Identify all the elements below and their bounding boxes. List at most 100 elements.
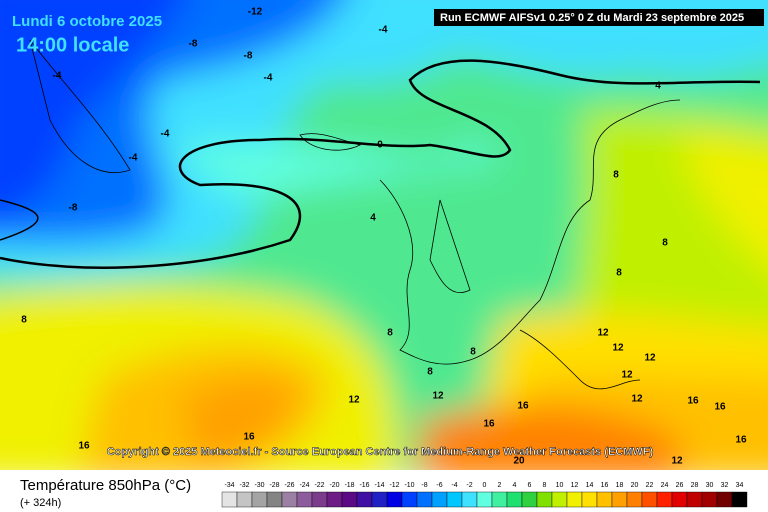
scale-swatch bbox=[656, 491, 673, 508]
contour-label: 8 bbox=[470, 347, 476, 358]
scale-swatch bbox=[296, 491, 313, 508]
contour-label: 4 bbox=[655, 81, 661, 92]
temperature-field bbox=[0, 0, 768, 480]
scale-label: 30 bbox=[706, 482, 714, 489]
scale-label: 32 bbox=[721, 482, 729, 489]
scale-label: 34 bbox=[736, 482, 744, 489]
time: 14:00 locale bbox=[16, 34, 129, 56]
contour-label: -12 bbox=[248, 7, 263, 18]
scale-label: 14 bbox=[586, 482, 594, 489]
contour-label: 12 bbox=[432, 391, 444, 402]
contour-label: 16 bbox=[483, 419, 495, 430]
footer-lead: (+ 324h) bbox=[20, 497, 61, 509]
date: Lundi 6 octobre 2025 bbox=[12, 13, 162, 30]
contour-label: -8 bbox=[189, 39, 198, 50]
contour-label: 12 bbox=[597, 328, 609, 339]
scale-swatch bbox=[431, 491, 448, 508]
scale-label: -2 bbox=[466, 482, 472, 489]
contour-label: 16 bbox=[687, 396, 699, 407]
scale-swatch bbox=[326, 491, 343, 508]
scale-label: -8 bbox=[421, 482, 427, 489]
scale-label: -14 bbox=[374, 482, 384, 489]
run-box bbox=[434, 9, 764, 26]
scale-label: 24 bbox=[661, 482, 669, 489]
contours bbox=[0, 59, 761, 269]
scale-label: -4 bbox=[451, 482, 457, 489]
scale-label: -24 bbox=[299, 482, 309, 489]
scale-label: -16 bbox=[359, 482, 369, 489]
scale-label: 6 bbox=[528, 482, 532, 489]
contour-label: 12 bbox=[644, 353, 656, 364]
scale-label: -32 bbox=[239, 482, 249, 489]
scale-swatch bbox=[311, 491, 328, 508]
scale-swatch bbox=[281, 491, 298, 508]
contour-label: 8 bbox=[662, 238, 668, 249]
scale-swatch bbox=[401, 491, 418, 508]
scale-label: -26 bbox=[284, 482, 294, 489]
scale-label: -12 bbox=[389, 482, 399, 489]
scale-swatch bbox=[341, 491, 358, 508]
scale-swatch bbox=[551, 491, 568, 508]
contour-label: -4 bbox=[53, 71, 62, 82]
scale-label: -34 bbox=[224, 482, 234, 489]
contour-label: 12 bbox=[621, 370, 633, 381]
run-info: Run ECMWF AIFSv1 0.25° 0 Z du Mardi 23 s… bbox=[440, 12, 744, 24]
scale-label: 2 bbox=[498, 482, 502, 489]
scale-label: -20 bbox=[329, 482, 339, 489]
contour-label: 0 bbox=[377, 140, 383, 151]
scale-swatch bbox=[221, 491, 238, 508]
scale-swatch bbox=[251, 491, 268, 508]
scale-swatch bbox=[506, 491, 523, 508]
scale-label: 22 bbox=[646, 482, 654, 489]
contour-label: 12 bbox=[612, 343, 624, 354]
contour-label: -8 bbox=[69, 203, 78, 214]
contour-label: 16 bbox=[78, 441, 90, 452]
scale-swatch bbox=[491, 491, 508, 508]
scale-swatch bbox=[416, 491, 433, 508]
copyright: Copyright © 2025 Meteociel.fr - Source E… bbox=[107, 446, 654, 458]
contour-label: 4 bbox=[370, 213, 376, 224]
contour-label: -4 bbox=[129, 153, 138, 164]
scale-swatch bbox=[461, 491, 478, 508]
scale-label: 26 bbox=[676, 482, 684, 489]
scale-swatch bbox=[641, 491, 658, 508]
contour-label: 16 bbox=[714, 402, 726, 413]
scale-label: -10 bbox=[404, 482, 414, 489]
contour-label: 12 bbox=[631, 394, 643, 405]
scale-label: 20 bbox=[631, 482, 639, 489]
scale-swatch bbox=[446, 491, 463, 508]
contour-label: 8 bbox=[21, 315, 27, 326]
scale-swatch bbox=[236, 491, 253, 508]
contour-label: 20 bbox=[513, 456, 525, 467]
contour-label: -4 bbox=[379, 25, 388, 36]
scale-swatch bbox=[536, 491, 553, 508]
contour-label: 16 bbox=[735, 435, 747, 446]
scale-label: -22 bbox=[314, 482, 324, 489]
scale-swatch bbox=[521, 491, 538, 508]
contour-label: -8 bbox=[244, 51, 253, 62]
coastlines bbox=[29, 39, 681, 390]
contour-label: 8 bbox=[613, 170, 619, 181]
contour-label: 8 bbox=[387, 328, 393, 339]
scale-swatch bbox=[386, 491, 403, 508]
scale-swatch bbox=[731, 491, 748, 508]
scale-swatch bbox=[581, 491, 598, 508]
scale-label: 4 bbox=[513, 482, 517, 489]
scale-label: 16 bbox=[601, 482, 609, 489]
scale-label: 28 bbox=[691, 482, 699, 489]
scale-label: 8 bbox=[543, 482, 547, 489]
contour-label: 8 bbox=[616, 268, 622, 279]
scale-swatch bbox=[716, 491, 733, 508]
scale-swatch bbox=[611, 491, 628, 508]
scale-label: -30 bbox=[254, 482, 264, 489]
color-scale: -34 -32 -30 -28 -26 -24 -22 -20 -18 -16 -14 -12 -10-… bbox=[221, 482, 748, 508]
contour-label: -4 bbox=[264, 73, 273, 84]
scale-swatch bbox=[566, 491, 583, 508]
scale-swatch bbox=[371, 491, 388, 508]
scale-label: -28 bbox=[269, 482, 279, 489]
contour-label: 16 bbox=[243, 432, 255, 443]
scale-swatch bbox=[686, 491, 703, 508]
scale-swatch bbox=[596, 491, 613, 508]
